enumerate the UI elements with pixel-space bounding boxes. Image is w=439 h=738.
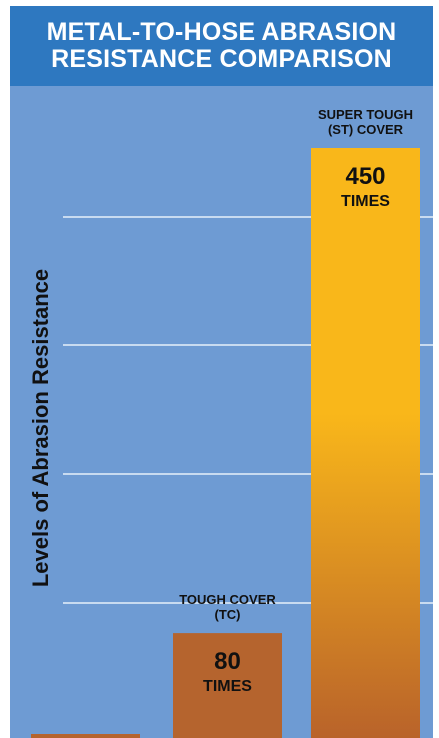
bar-label-st-line-2: (ST) COVER — [328, 122, 404, 137]
bars: TOUGH COVER(TC) 80 TIMES SUPER TOUGH(ST) CO… — [31, 107, 420, 738]
chart-title-bar: METAL-TO-HOSE ABRASION RESISTANCE COMPAR… — [10, 6, 433, 86]
bar-unit-tc: TIMES — [203, 678, 252, 695]
bar-value-st: 450 — [345, 163, 385, 190]
bar-st — [311, 148, 420, 738]
chart-title-line-2: RESISTANCE COMPARISON — [51, 45, 392, 73]
gridline-2 — [63, 344, 433, 346]
y-axis-label: Levels of Abrasion Resistance — [28, 269, 53, 587]
gridline-4 — [63, 602, 433, 604]
bar-label-st-line-1: SUPER TOUGH — [318, 107, 413, 122]
gridline-3 — [63, 473, 433, 475]
bar-unit-st: TIMES — [341, 193, 390, 210]
bar-baseline — [31, 734, 140, 738]
bar-label-tc-line-1: TOUGH COVER — [179, 592, 276, 607]
gridline-1 — [63, 216, 433, 218]
bar-tc — [173, 633, 282, 738]
chart-title-line-1: METAL-TO-HOSE ABRASION — [46, 18, 397, 46]
bar-value-tc: 80 — [214, 648, 241, 675]
bar-label-tc-line-2: (TC) — [215, 607, 241, 622]
gridlines — [63, 216, 433, 604]
